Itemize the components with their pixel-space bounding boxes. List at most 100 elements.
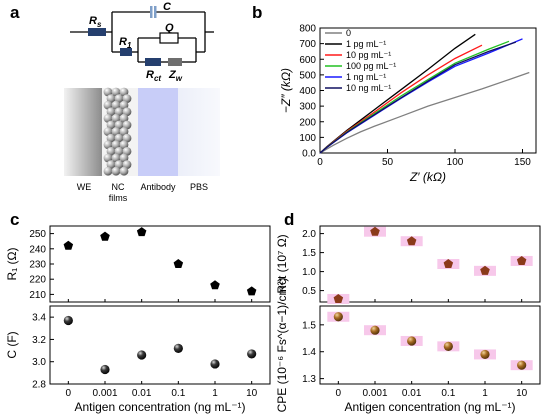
nc-particle bbox=[111, 100, 121, 110]
layer-pbs bbox=[178, 88, 220, 176]
nc-particle bbox=[122, 160, 132, 170]
y-tick-label: 2.0 bbox=[302, 229, 316, 240]
nc-particle bbox=[103, 153, 113, 163]
nc-particle bbox=[111, 140, 121, 150]
nc-particle bbox=[119, 166, 129, 176]
subplot-frame bbox=[319, 305, 541, 385]
x-tick-label: 1 bbox=[212, 388, 218, 399]
legend-entry: 0 bbox=[346, 28, 351, 38]
y-tick-label: 0.0 bbox=[302, 149, 316, 160]
nc-particle bbox=[114, 133, 124, 143]
resistor-rct bbox=[145, 58, 161, 66]
data-point bbox=[407, 336, 417, 346]
y-tick-label: 230 bbox=[29, 260, 46, 271]
legend-entry: 100 pg mL⁻¹ bbox=[346, 61, 396, 71]
series-line-0 bbox=[319, 71, 530, 154]
x-tick-label: 0.001 bbox=[362, 388, 387, 399]
layer-label-we: WE bbox=[77, 182, 92, 192]
label-c: C bbox=[163, 1, 172, 13]
y-axis-label: Rct (10⁷ Ω) bbox=[275, 234, 289, 293]
x-tick-label: 0.01 bbox=[132, 388, 152, 399]
y-tick-label: 1.5 bbox=[302, 248, 316, 259]
data-point bbox=[100, 364, 110, 375]
layer-label-antibody: Antibody bbox=[140, 182, 176, 192]
y-tick-label: 2.8 bbox=[32, 380, 46, 391]
x-tick-label: 0.001 bbox=[92, 388, 117, 399]
panel-d-plots: 0.5 1.0 1.5 2.0 Rct (10⁷ Ω) 1.3 1.4 1.5 CPE (10⁻… bbox=[275, 225, 541, 414]
nc-particle bbox=[103, 100, 113, 110]
data-point bbox=[63, 315, 73, 326]
y-axis-label: CPE (10⁻⁶ Fs^(α−1)/cm²) bbox=[275, 278, 289, 413]
nc-particle bbox=[103, 127, 113, 136]
x-tick-label: 10 bbox=[246, 388, 258, 399]
data-point bbox=[137, 350, 147, 360]
data-point bbox=[333, 312, 343, 322]
x-tick-label: 150 bbox=[514, 157, 531, 168]
layer-we bbox=[64, 88, 102, 176]
panel-label-c: c bbox=[10, 210, 19, 229]
legend-entry: 10 pg mL⁻¹ bbox=[346, 50, 391, 60]
nc-particle bbox=[122, 94, 132, 103]
resistor-r1 bbox=[120, 48, 132, 56]
nc-particle bbox=[103, 114, 113, 123]
y-tick-label: 240 bbox=[29, 244, 46, 255]
x-tick-label: 1 bbox=[482, 388, 488, 399]
nc-particle bbox=[114, 160, 124, 170]
legend-entry: 10 ng mL⁻¹ bbox=[346, 83, 391, 93]
y-tick-label: 400 bbox=[299, 86, 316, 97]
nc-particle bbox=[119, 127, 129, 136]
nc-particle bbox=[106, 160, 116, 170]
label-rct: Rct bbox=[146, 69, 161, 83]
label-zw: Zw bbox=[168, 69, 183, 83]
nc-particle bbox=[106, 147, 116, 156]
data-point bbox=[480, 265, 490, 275]
data-point bbox=[246, 286, 257, 296]
nc-particle bbox=[122, 133, 132, 143]
legend-entry: 1 pg mL⁻¹ bbox=[346, 39, 386, 49]
x-tick-label: 10 bbox=[516, 388, 528, 399]
nc-particle bbox=[111, 153, 121, 163]
nc-particle bbox=[119, 114, 129, 123]
data-point bbox=[406, 236, 417, 246]
nc-particle bbox=[103, 166, 113, 176]
data-point bbox=[480, 349, 490, 360]
y-tick-label: 500 bbox=[299, 70, 316, 81]
y-tick-label: 1.3 bbox=[302, 374, 316, 385]
layer-label-pbs: PBS bbox=[190, 182, 208, 192]
x-axis-label: Antigen concentration (ng mL⁻¹) bbox=[344, 400, 515, 414]
x-tick-label: 0 bbox=[66, 388, 72, 399]
data-point bbox=[247, 349, 257, 359]
data-point bbox=[443, 259, 454, 268]
data-point bbox=[443, 341, 453, 351]
label-q: Q bbox=[165, 22, 174, 34]
data-point bbox=[370, 226, 380, 236]
y-tick-label: 3.0 bbox=[32, 357, 46, 368]
nc-particle bbox=[111, 166, 121, 176]
capacitor-plate bbox=[154, 6, 157, 18]
panel-label-d: d bbox=[284, 210, 294, 229]
data-point bbox=[210, 359, 220, 369]
y-tick-label: 250 bbox=[29, 229, 46, 240]
nc-particle bbox=[106, 120, 116, 130]
equivalent-circuit bbox=[70, 11, 214, 63]
nc-particle bbox=[122, 120, 132, 130]
data-point bbox=[517, 360, 527, 370]
x-tick-label: 100 bbox=[447, 157, 464, 168]
data-point bbox=[173, 259, 184, 268]
series-line-5 bbox=[319, 41, 517, 154]
x-tick-label: 0 bbox=[336, 388, 342, 399]
y-tick-label: 210 bbox=[29, 290, 46, 301]
nc-particle bbox=[103, 140, 113, 150]
nc-particle bbox=[114, 120, 124, 130]
label-rs: Rs bbox=[89, 15, 102, 29]
nc-film-particles bbox=[103, 87, 132, 176]
legend-entry: 1 ng mL⁻¹ bbox=[346, 72, 386, 82]
data-point bbox=[516, 256, 527, 265]
panel-c-plots: 210 220 230 240 250 R₁ (Ω) 2.8 3.0 3.2 3.4 C (F) 0 0… bbox=[5, 225, 271, 414]
y-axis-label: R₁ (Ω) bbox=[5, 247, 19, 280]
nc-particle bbox=[106, 133, 116, 143]
nc-particle bbox=[119, 100, 129, 110]
y-tick-label: 800 bbox=[299, 24, 316, 35]
nc-particle bbox=[114, 147, 124, 156]
